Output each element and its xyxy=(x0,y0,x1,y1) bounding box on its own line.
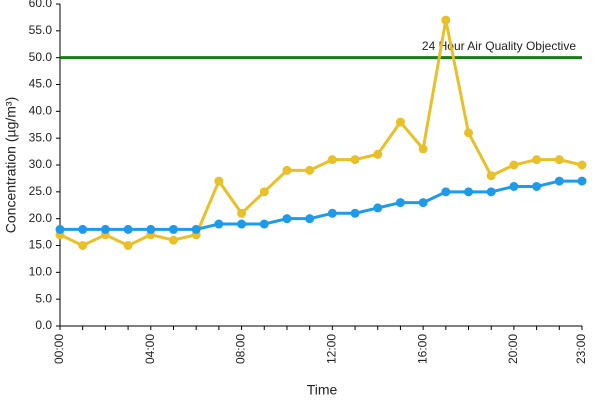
data-point xyxy=(282,165,292,175)
data-point xyxy=(191,224,201,234)
x-tick-label: 20:00 xyxy=(506,334,520,364)
series-line xyxy=(60,179,582,231)
data-point xyxy=(350,208,360,218)
data-point xyxy=(395,198,405,208)
data-point xyxy=(282,214,292,224)
data-point xyxy=(350,155,360,165)
y-tick-label: 0.0 xyxy=(35,318,52,332)
data-point xyxy=(554,176,564,186)
data-point xyxy=(373,203,383,213)
data-point xyxy=(486,171,496,181)
data-point xyxy=(554,155,564,165)
x-axis-label: Time xyxy=(307,382,338,398)
data-point xyxy=(78,224,88,234)
x-tick-label: 23:00 xyxy=(574,334,588,364)
data-point xyxy=(237,219,247,229)
data-point xyxy=(373,149,383,159)
data-point xyxy=(123,224,133,234)
y-axis-label: Concentration (µg/m³) xyxy=(3,97,19,233)
data-point xyxy=(55,224,65,234)
data-point xyxy=(441,15,451,25)
x-tick-label: 04:00 xyxy=(143,334,157,364)
data-point xyxy=(509,160,519,170)
data-point xyxy=(214,219,224,229)
data-point xyxy=(259,219,269,229)
data-point xyxy=(577,176,587,186)
data-point xyxy=(577,160,587,170)
data-point xyxy=(146,224,156,234)
y-tick-label: 40.0 xyxy=(29,104,53,118)
y-tick-label: 10.0 xyxy=(29,265,53,279)
y-tick-label: 50.0 xyxy=(29,50,53,64)
y-tick-label: 55.0 xyxy=(29,23,53,37)
series-line xyxy=(59,19,583,248)
data-point xyxy=(395,117,405,127)
y-tick-label: 5.0 xyxy=(35,291,52,305)
data-point xyxy=(305,214,315,224)
data-point xyxy=(418,198,428,208)
y-tick-label: 20.0 xyxy=(29,211,53,225)
y-tick-label: 45.0 xyxy=(29,77,53,91)
data-point xyxy=(441,187,451,197)
data-point xyxy=(168,235,178,245)
data-point xyxy=(464,187,474,197)
y-tick-label: 15.0 xyxy=(29,238,53,252)
data-point xyxy=(259,187,269,197)
data-point xyxy=(123,241,133,250)
y-tick-label: 35.0 xyxy=(29,130,53,144)
data-point xyxy=(532,155,542,165)
reference-label: 24 Hour Air Quality Objective xyxy=(422,39,576,53)
data-point xyxy=(100,224,110,234)
data-point xyxy=(305,165,315,175)
x-tick-label: 00:00 xyxy=(52,334,66,364)
data-point xyxy=(509,181,519,191)
y-tick-label: 60.0 xyxy=(29,0,53,10)
y-tick-label: 25.0 xyxy=(29,184,53,198)
data-point xyxy=(78,241,88,250)
x-tick-label: 12:00 xyxy=(325,334,339,364)
x-tick-label: 16:00 xyxy=(415,334,429,364)
data-point xyxy=(214,176,224,186)
y-tick-label: 30.0 xyxy=(29,157,53,171)
data-point xyxy=(168,224,178,234)
data-point xyxy=(486,187,496,197)
data-point xyxy=(418,144,428,154)
x-tick-label: 08:00 xyxy=(234,334,248,364)
data-point xyxy=(464,128,474,138)
data-point xyxy=(237,208,247,218)
data-point xyxy=(327,208,337,218)
data-point xyxy=(327,155,337,165)
data-point xyxy=(532,181,542,191)
